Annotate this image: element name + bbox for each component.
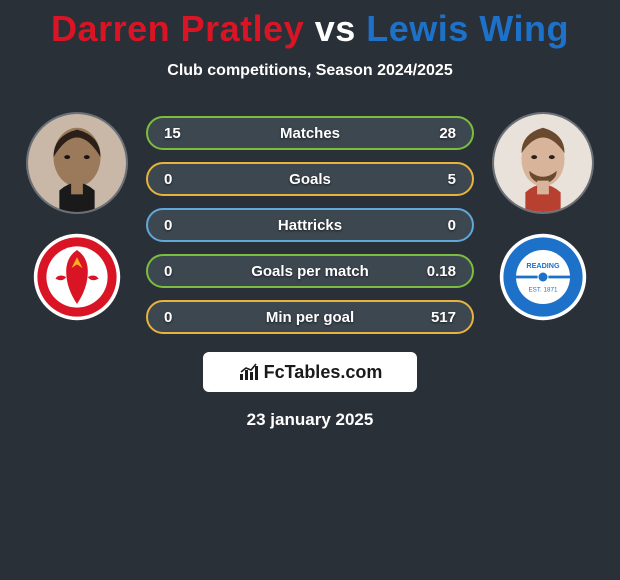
stat-right-value: 0.18 [420, 263, 456, 280]
vs-text: vs [315, 8, 356, 49]
site-badge: FcTables.com [203, 352, 417, 392]
stat-left-value: 0 [164, 263, 200, 280]
player2-name: Lewis Wing [366, 8, 569, 49]
svg-text:READING: READING [526, 261, 560, 270]
stat-left-value: 15 [164, 125, 200, 142]
site-name: FcTables.com [264, 362, 383, 383]
page-title: Darren Pratley vs Lewis Wing [0, 8, 620, 50]
stat-column: 15 Matches 28 0 Goals 5 0 Hattricks 0 0 Goals per … [146, 108, 474, 334]
player2-face-icon [494, 114, 592, 212]
chart-icon [238, 362, 262, 382]
stat-row: 0 Min per goal 517 [146, 300, 474, 334]
player1-avatar [26, 112, 128, 214]
subtitle: Club competitions, Season 2024/2025 [0, 62, 620, 80]
player2-avatar [492, 112, 594, 214]
stat-row: 0 Goals per match 0.18 [146, 254, 474, 288]
stat-row: 0 Goals 5 [146, 162, 474, 196]
stat-left-value: 0 [164, 309, 200, 326]
comparison-card: Darren Pratley vs Lewis Wing Club compet… [0, 0, 620, 430]
club2-crest-icon: READING EST. 1871 [498, 232, 588, 322]
player1-club-badge [32, 232, 122, 322]
stat-row: 0 Hattricks 0 [146, 208, 474, 242]
player-left-column [26, 108, 128, 322]
stat-left-value: 0 [164, 217, 200, 234]
player1-name: Darren Pratley [51, 8, 304, 49]
stat-left-value: 0 [164, 171, 200, 188]
stat-label: Goals [289, 171, 331, 188]
stat-right-value: 0 [420, 217, 456, 234]
stat-label: Hattricks [278, 217, 342, 234]
stat-row: 15 Matches 28 [146, 116, 474, 150]
stat-right-value: 28 [420, 125, 456, 142]
stat-right-value: 517 [420, 309, 456, 326]
content-row: 15 Matches 28 0 Goals 5 0 Hattricks 0 0 Goals per … [0, 108, 620, 334]
stat-right-value: 5 [420, 171, 456, 188]
player2-club-badge: READING EST. 1871 [498, 232, 588, 322]
stat-label: Goals per match [251, 263, 369, 280]
stat-label: Min per goal [266, 309, 354, 326]
player1-face-icon [28, 114, 126, 212]
stat-label: Matches [280, 125, 340, 142]
date: 23 january 2025 [0, 410, 620, 430]
club1-crest-icon [32, 232, 122, 322]
svg-text:EST. 1871: EST. 1871 [528, 286, 558, 293]
player-right-column: READING EST. 1871 [492, 108, 594, 322]
